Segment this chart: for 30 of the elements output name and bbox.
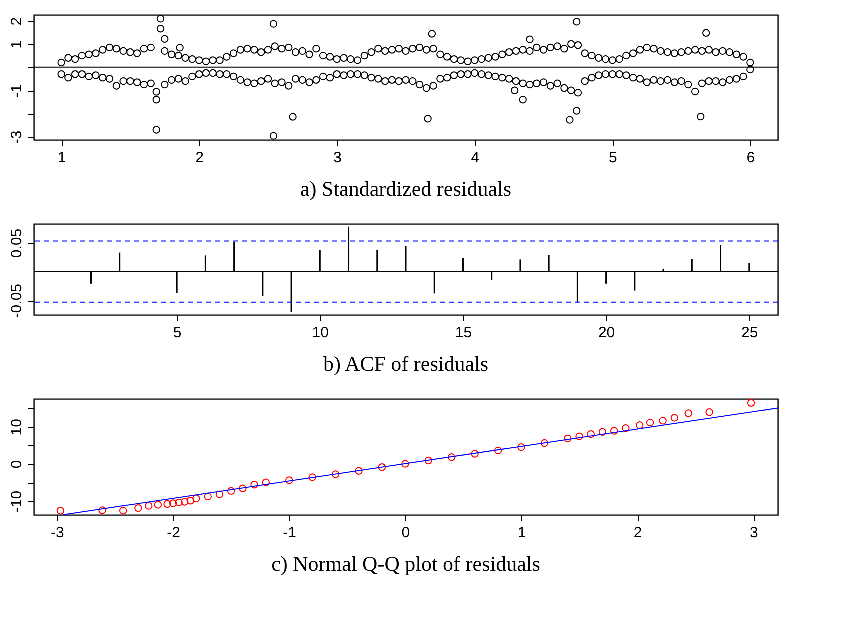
x-tick-label: -1 <box>283 524 297 542</box>
text: c) Normal Q-Q plot of residuals <box>272 552 540 576</box>
y-tick-label: 0.05 <box>8 228 26 258</box>
x-tick-label: -2 <box>167 524 180 542</box>
x-tick-label: 4 <box>471 150 480 166</box>
y-tick-label: -10 <box>8 490 26 513</box>
y-tick-label: 0 <box>8 460 26 469</box>
x-tick-label: 3 <box>750 524 758 542</box>
x-tick-label: 5 <box>608 150 618 166</box>
x-tick-label: 3 <box>333 150 342 166</box>
text: b) ACF of residuals <box>323 352 489 376</box>
x-tick-label: 2 <box>196 150 204 166</box>
x-tick-label: 25 <box>742 324 758 342</box>
x-tick-label: 20 <box>598 324 616 342</box>
y-tick-label: -3 <box>8 130 26 144</box>
y-tick-label: 2 <box>8 17 26 26</box>
y-tick-label: -1 <box>8 84 26 98</box>
x-tick-label: 2 <box>634 524 642 542</box>
x-tick-label: 0 <box>402 524 410 542</box>
text: a) Standardized residuals <box>300 177 512 201</box>
y-tick-label: -0.05 <box>8 284 26 318</box>
x-tick-label: 10 <box>312 324 329 342</box>
x-tick-label: -3 <box>51 524 64 542</box>
x-tick-label: 1 <box>58 150 66 166</box>
x-tick-label: 15 <box>455 324 472 342</box>
y-tick-label: 10 <box>8 419 26 436</box>
x-tick-label: 6 <box>746 150 756 166</box>
y-tick-label: 1 <box>8 40 26 49</box>
x-tick-label: 1 <box>518 524 526 542</box>
x-tick-label: 5 <box>173 324 182 342</box>
